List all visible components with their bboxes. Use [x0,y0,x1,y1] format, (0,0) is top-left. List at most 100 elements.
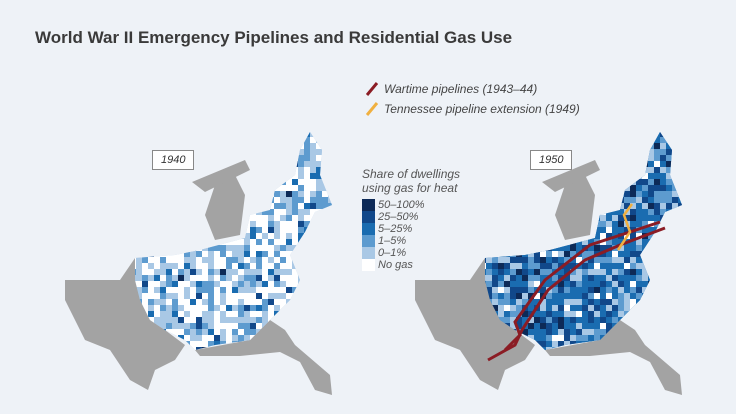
county-cell [232,281,238,287]
county-cell [672,185,678,191]
county-cell [684,239,690,245]
county-cell [516,269,522,275]
county-cell [624,197,630,203]
county-cell [298,299,304,305]
county-cell [576,137,582,143]
county-cell [510,323,516,329]
county-cell [244,311,250,317]
county-cell [202,203,208,209]
county-cell [588,269,594,275]
county-cell [135,149,136,155]
county-cell [534,251,540,257]
county-cell [636,293,642,299]
county-cell [184,311,190,317]
county-cell [588,263,594,269]
county-cell [630,233,636,239]
county-cell [654,329,660,335]
county-cell [322,317,328,323]
county-cell [522,132,528,137]
county-cell [238,299,244,305]
county-cell [510,209,516,215]
county-cell [166,329,172,335]
county-cell [486,185,492,191]
county-cell [250,323,256,329]
county-cell [334,137,340,143]
scale-title-1: Share of dwellings [362,167,461,181]
bin-label: 1–5% [378,235,407,247]
county-cell [636,155,642,161]
county-cell [136,281,142,287]
county-cell [322,293,328,299]
county-cell [172,137,178,143]
county-cell [516,287,522,293]
county-cell [660,287,666,293]
county-cell [136,227,142,233]
county-cell [274,161,280,167]
county-cell [588,299,594,305]
county-cell [160,317,166,323]
county-cell [160,245,166,251]
county-cell [328,203,332,209]
county-cell [286,137,292,143]
county-cell [184,251,190,257]
county-cell [292,215,298,221]
county-cell [274,167,280,173]
county-cell [606,155,612,161]
county-cell [316,155,322,161]
county-cell [648,245,654,251]
county-cell [334,335,340,341]
county-cell [612,257,618,263]
county-cell [546,347,552,350]
county-cell [654,293,660,299]
county-cell [184,263,190,269]
county-cell [516,167,522,173]
county-cell [492,263,498,269]
county-cell [232,155,238,161]
county-cell [334,209,340,215]
county-cell [528,179,534,185]
county-cell [642,215,648,221]
county-cell [534,281,540,287]
county-cell [684,227,690,233]
county-cell [142,269,148,275]
county-cell [280,245,286,251]
county-cell [678,179,682,185]
county-cell [660,335,666,341]
county-cell [528,215,534,221]
county-cell [196,155,202,161]
county-cell [304,161,310,167]
county-cell [334,269,340,275]
county-cell [576,329,582,335]
county-cell [594,197,600,203]
county-cell [636,281,642,287]
county-cell [334,287,340,293]
county-cell [286,305,292,311]
county-cell [280,197,286,203]
county-cell [618,287,624,293]
county-cell [486,167,492,173]
county-cell [256,191,262,197]
county-cell [310,281,316,287]
county-cell [642,275,648,281]
county-cell [612,275,618,281]
county-cell [196,347,202,350]
county-cell [594,215,600,221]
county-cell [178,215,184,221]
county-cell [678,263,682,269]
county-cell [328,167,332,173]
county-cell [684,185,690,191]
county-cell [178,125,184,131]
county-cell [160,281,166,287]
county-cell [492,167,498,173]
county-cell [534,221,540,227]
county-cell [286,233,292,239]
county-cell [564,275,570,281]
county-cell [510,161,516,167]
county-cell [322,125,328,131]
county-cell [136,161,142,167]
county-cell [220,299,226,305]
county-cell [516,275,522,281]
county-cell [166,299,172,305]
county-cell [292,323,298,329]
county-cell [624,257,630,263]
